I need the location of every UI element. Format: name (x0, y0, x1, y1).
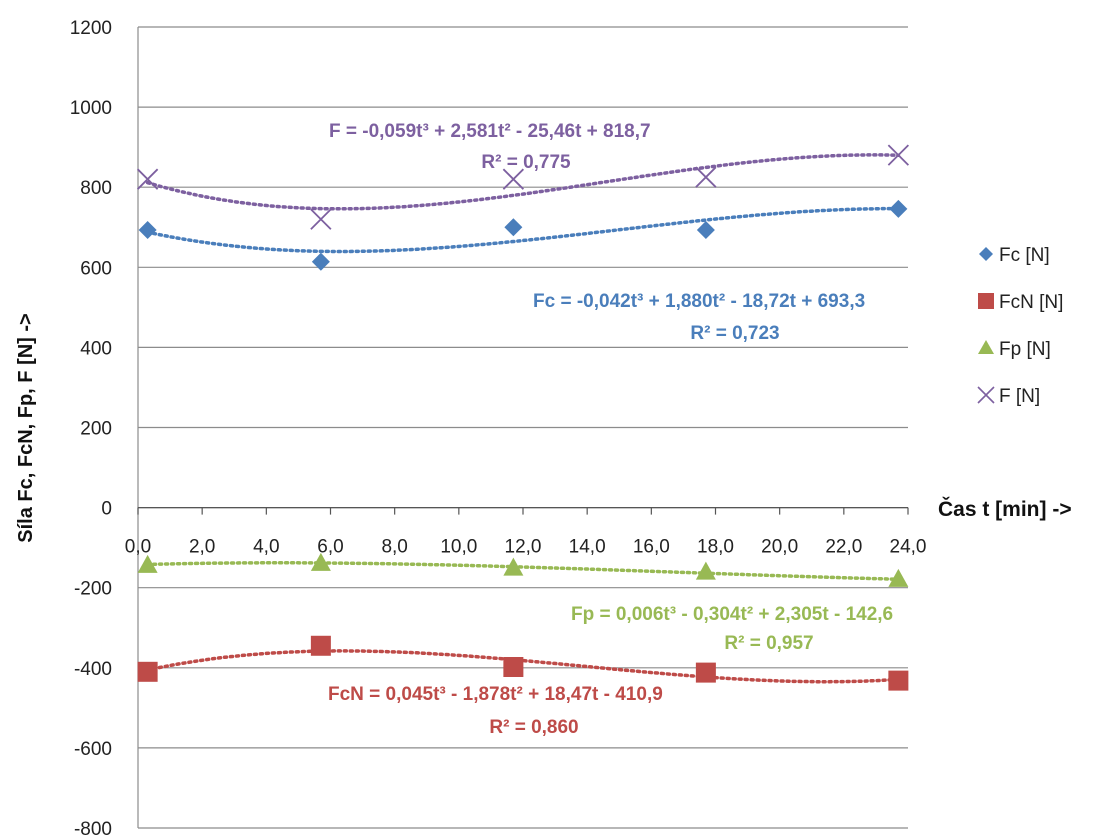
x-tick-label: 2,0 (189, 537, 215, 558)
y-axis-label: Síla Fc, FcN, Fp, F [N] -> (15, 313, 37, 542)
data-point-f (310, 208, 332, 230)
data-point-fcn (888, 670, 909, 691)
legend-label: Fp [N] (999, 339, 1051, 360)
x-axis: 0,0 2,0 4,0 6,0 8,0 10,0 12,0 14,0 16,0 18,0 20,0 2… (125, 507, 927, 558)
data-point-f (695, 166, 717, 188)
x-tick-label: 18,0 (697, 537, 734, 558)
equation-fp: Fp = 0,006t³ - 0,304t² + 2,305t - 142,6 (571, 604, 893, 625)
y-tick-label: 600 (80, 258, 112, 279)
data-point-fp (503, 557, 524, 576)
y-tick-label: 400 (80, 338, 112, 359)
r-squared-f: R² = 0,775 (481, 152, 571, 173)
y-tick-label: -400 (74, 659, 112, 680)
data-point-fp (888, 568, 909, 587)
x-tick-label: 20,0 (761, 537, 798, 558)
x-tick-label: 12,0 (505, 537, 542, 558)
y-axis-ticks: -800 -600 -400 -200 0 200 400 600 800 1000 1200 (70, 18, 112, 839)
data-point-f (502, 168, 525, 190)
trendlines (145, 153, 901, 684)
x-tick-label: 0,0 (125, 537, 151, 558)
legend-label: F [N] (999, 386, 1040, 407)
r-squared-fcn: R² = 0,860 (489, 717, 578, 738)
y-tick-label: -800 (74, 819, 112, 839)
equation-f: F = -0,059t³ + 2,581t² - 25,46t + 818,7 (329, 121, 651, 142)
data-point-fc (504, 218, 523, 237)
x-tick-label: 10,0 (440, 537, 477, 558)
x-tick-label: 16,0 (633, 537, 670, 558)
x-tick-label: 4,0 (253, 537, 279, 558)
data-point-fc (311, 252, 330, 271)
legend-marker-fp (978, 340, 994, 354)
data-point-fc (696, 221, 715, 240)
y-tick-label: 200 (80, 419, 112, 440)
y-tick-label: -200 (74, 579, 112, 600)
grid-lines (137, 26, 908, 829)
y-tick-label: 1000 (70, 98, 112, 119)
x-tick-label: 24,0 (890, 537, 927, 558)
y-tick-label: 800 (80, 178, 112, 199)
data-point-fp (695, 561, 716, 580)
r-squared-fc: R² = 0,723 (690, 323, 779, 344)
legend-marker-f (977, 386, 995, 404)
legend-marker-fcn (978, 293, 994, 309)
legend-label: FcN [N] (999, 292, 1063, 313)
data-points (136, 144, 910, 691)
data-point-f (887, 144, 910, 166)
equation-fcn: FcN = 0,045t³ - 1,878t² + 18,47t - 410,9 (328, 684, 663, 705)
x-axis-label: Čas t [min] -> (938, 497, 1072, 521)
x-tick-label: 14,0 (569, 537, 606, 558)
data-point-fcn (695, 662, 716, 683)
legend-marker-fc (979, 247, 993, 261)
r-squared-fp: R² = 0,957 (724, 633, 813, 654)
data-point-fp (310, 552, 331, 571)
data-point-fcn (503, 656, 524, 677)
data-point-f (136, 168, 159, 190)
legend: Fc [N] FcN [N] Fp [N] F [N] (977, 245, 1063, 407)
data-point-fp (137, 554, 158, 573)
data-point-fcn (310, 635, 331, 656)
y-tick-label: -600 (74, 739, 112, 760)
trendline-f (145, 153, 901, 211)
x-tick-label: 6,0 (317, 537, 343, 558)
x-tick-label: 8,0 (381, 537, 407, 558)
trendline-fp (145, 561, 901, 581)
data-point-fcn (137, 661, 158, 682)
equation-fc: Fc = -0,042t³ + 1,880t² - 18,72t + 693,3 (533, 291, 865, 312)
data-point-fc (138, 221, 157, 240)
y-tick-label: 0 (101, 499, 112, 520)
equations: Fc = -0,042t³ + 1,880t² - 18,72t + 693,3… (328, 121, 893, 738)
x-tick-label: 22,0 (825, 537, 862, 558)
data-point-fc (889, 199, 908, 218)
trendline-fc (145, 206, 901, 254)
legend-label: Fc [N] (999, 245, 1050, 266)
y-tick-label: 1200 (70, 18, 112, 39)
